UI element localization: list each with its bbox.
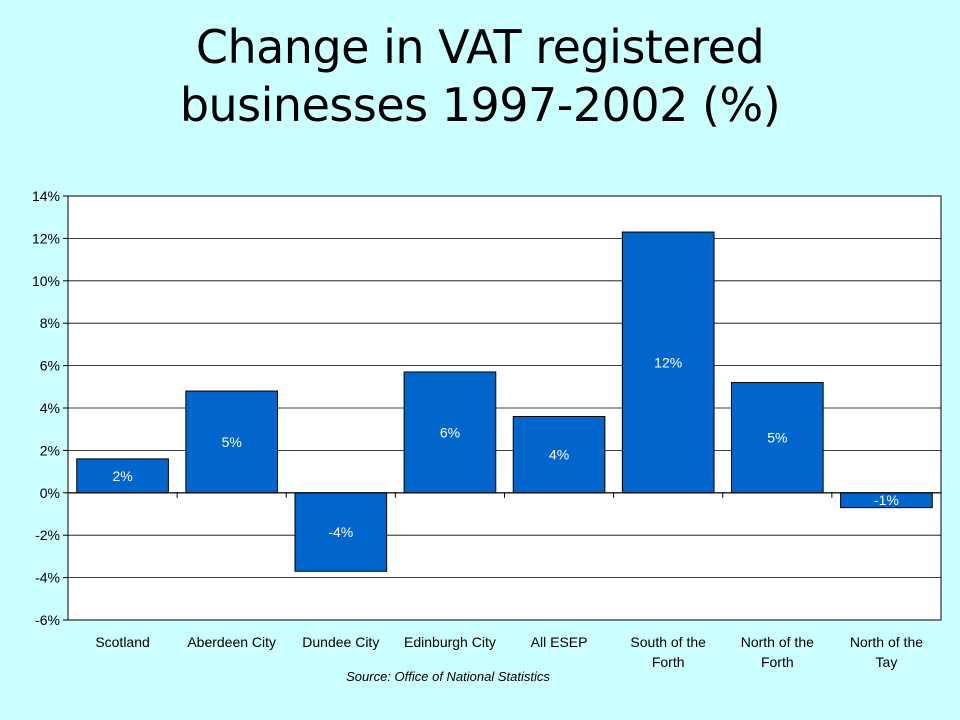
- x-tick-label: All ESEP: [531, 634, 588, 650]
- y-tick-label: 8%: [40, 315, 60, 331]
- y-tick-label: 4%: [40, 400, 60, 416]
- x-tick-label: Edinburgh City: [404, 634, 496, 650]
- bar-chart: -6% -4% -2% 0% 2% 4% 6% 8% 10% 12% 14% 2% Scotland 5%…: [32, 188, 942, 684]
- y-tick-label: 10%: [32, 273, 60, 289]
- y-tick-label: -2%: [35, 527, 60, 543]
- slide-title-line-1: Change in VAT registered: [195, 20, 765, 74]
- data-label: 12%: [654, 354, 682, 370]
- data-label: 4%: [549, 447, 569, 463]
- data-label: 5%: [767, 430, 787, 446]
- source-note: Source: Office of National Statistics: [346, 669, 550, 684]
- data-label: 6%: [440, 424, 460, 440]
- y-tick-label: -6%: [35, 612, 60, 628]
- data-label: 2%: [112, 468, 132, 484]
- chart-area: -6% -4% -2% 0% 2% 4% 6% 8% 10% 12% 14% 2% Scotland 5%…: [0, 178, 960, 698]
- bar: [512, 415, 606, 494]
- data-label: -4%: [328, 524, 353, 540]
- slide-title-line-2: businesses 1997-2002 (%): [179, 78, 781, 132]
- x-tick-label: Dundee City: [302, 634, 379, 650]
- bar: [185, 390, 279, 494]
- x-tick-label: South of the: [630, 634, 706, 650]
- x-tick-label: Tay: [876, 654, 898, 670]
- bar: [403, 371, 497, 494]
- y-tick-label: 0%: [40, 485, 60, 501]
- data-label: 5%: [222, 434, 242, 450]
- y-tick-label: -4%: [35, 570, 60, 586]
- x-tick-label: North of the: [850, 634, 923, 650]
- bar: [76, 458, 169, 494]
- x-tick-label: North of the: [741, 634, 814, 650]
- y-tick-label: 2%: [40, 442, 60, 458]
- x-tick-label: Scotland: [95, 634, 149, 650]
- y-tick-label: 6%: [40, 358, 60, 374]
- x-tick-label: Forth: [761, 654, 794, 670]
- slide-title: Change in VAT registered businesses 1997…: [0, 18, 960, 134]
- bar: [621, 231, 715, 494]
- y-tick-label: 14%: [32, 188, 60, 204]
- x-tick-label: Aberdeen City: [187, 634, 276, 650]
- data-label: -1%: [874, 492, 899, 508]
- y-tick-label: 12%: [32, 230, 60, 246]
- x-tick-label: Forth: [652, 654, 685, 670]
- bar: [730, 382, 824, 494]
